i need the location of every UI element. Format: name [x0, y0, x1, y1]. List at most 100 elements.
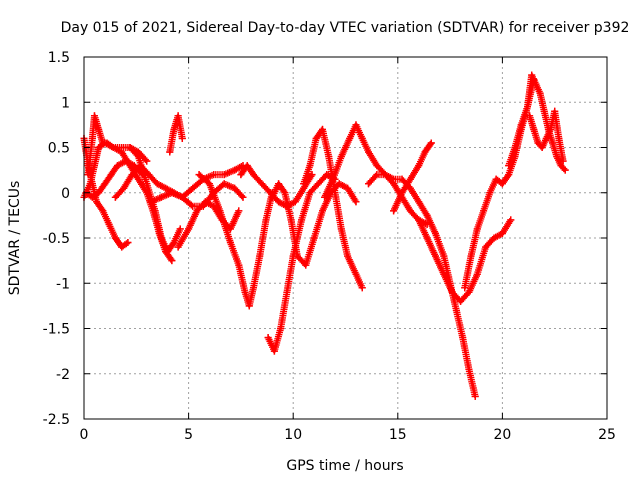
- data-point: [231, 184, 239, 192]
- data-point: [151, 207, 159, 215]
- data-point: [239, 193, 247, 201]
- data-point: [195, 171, 203, 179]
- data-point: [490, 234, 498, 242]
- series-markers: [365, 171, 479, 400]
- data-point: [270, 347, 278, 355]
- data-point: [373, 171, 381, 179]
- data-point: [306, 162, 314, 170]
- data-point: [415, 162, 423, 170]
- data-point: [318, 125, 326, 133]
- data-point: [329, 175, 337, 183]
- series-markers: [415, 216, 515, 305]
- data-point: [561, 166, 569, 174]
- y-tick-label: 1.5: [48, 50, 70, 66]
- data-point: [390, 207, 398, 215]
- data-point: [352, 198, 360, 206]
- data-point: [415, 216, 423, 224]
- data-point: [344, 252, 352, 260]
- data-point: [178, 193, 186, 201]
- data-point: [528, 71, 536, 79]
- data-point: [128, 171, 136, 179]
- data-point: [262, 216, 270, 224]
- data-point: [93, 198, 101, 206]
- data-point: [118, 144, 126, 151]
- data-point: [235, 207, 243, 215]
- data-point: [86, 180, 94, 188]
- series-arc-13: [268, 180, 360, 269]
- data-point: [193, 207, 201, 215]
- data-point: [524, 103, 532, 111]
- data-point: [465, 288, 473, 296]
- y-tick-label: 0: [61, 186, 70, 202]
- data-point: [325, 153, 333, 161]
- data-point: [189, 202, 197, 210]
- data-point: [170, 239, 178, 247]
- data-point: [103, 139, 111, 147]
- series-arc-14: [300, 125, 366, 292]
- data-point: [95, 125, 103, 133]
- data-point: [275, 180, 283, 188]
- data-point: [323, 171, 331, 179]
- data-point: [281, 189, 289, 197]
- data-point: [88, 193, 96, 201]
- data-points: [80, 71, 569, 400]
- series-arc-4: [84, 112, 151, 179]
- data-point: [268, 193, 276, 201]
- data-point: [373, 162, 381, 170]
- data-point: [220, 180, 228, 188]
- data-point: [245, 302, 253, 310]
- data-point: [542, 134, 550, 142]
- data-point: [99, 207, 107, 215]
- data-point: [551, 107, 559, 115]
- data-point: [358, 284, 366, 292]
- data-point: [431, 252, 439, 260]
- data-point: [352, 121, 360, 129]
- axis-ticks: 0 5 10 15 20 25 1.5 1 0.5 0 -0.5 -1 -1.5 -2 -2.5: [43, 50, 616, 443]
- data-point: [423, 234, 431, 242]
- series-arc-16: [365, 171, 479, 400]
- data-point: [170, 125, 178, 133]
- data-point: [461, 284, 469, 292]
- data-point: [532, 80, 540, 88]
- data-point: [256, 252, 264, 260]
- series-arc-21: [526, 107, 567, 165]
- x-tick-label: 10: [284, 427, 302, 443]
- x-tick-label: 20: [493, 427, 511, 443]
- series-arc-17: [390, 139, 435, 215]
- data-point: [448, 288, 456, 296]
- data-point: [492, 175, 500, 183]
- data-point: [226, 239, 234, 247]
- x-tick-label: 15: [389, 427, 407, 443]
- series-arc-6: [126, 144, 184, 256]
- x-tick-label: 25: [598, 427, 616, 443]
- data-point: [406, 175, 414, 183]
- data-point: [346, 134, 354, 142]
- data-point: [210, 171, 218, 179]
- data-point: [358, 134, 366, 142]
- data-point: [249, 171, 257, 179]
- data-point: [109, 144, 117, 151]
- data-point: [505, 171, 513, 179]
- x-tick-label: 0: [80, 427, 89, 443]
- data-point: [264, 334, 272, 342]
- data-point: [118, 243, 126, 251]
- series-markers: [268, 180, 360, 269]
- data-point: [153, 180, 161, 188]
- data-point: [206, 180, 214, 188]
- data-point: [331, 189, 339, 197]
- x-tick-label: 5: [184, 427, 193, 443]
- data-point: [201, 198, 209, 206]
- data-point: [147, 198, 155, 206]
- data-point: [220, 171, 228, 179]
- data-point: [511, 144, 519, 151]
- data-point: [507, 216, 515, 224]
- data-point: [157, 234, 165, 242]
- data-point: [178, 134, 186, 142]
- data-point: [107, 171, 115, 179]
- data-point: [176, 225, 184, 233]
- data-point: [185, 225, 193, 233]
- data-point: [473, 270, 481, 278]
- data-point: [88, 134, 96, 142]
- data-point: [243, 162, 251, 170]
